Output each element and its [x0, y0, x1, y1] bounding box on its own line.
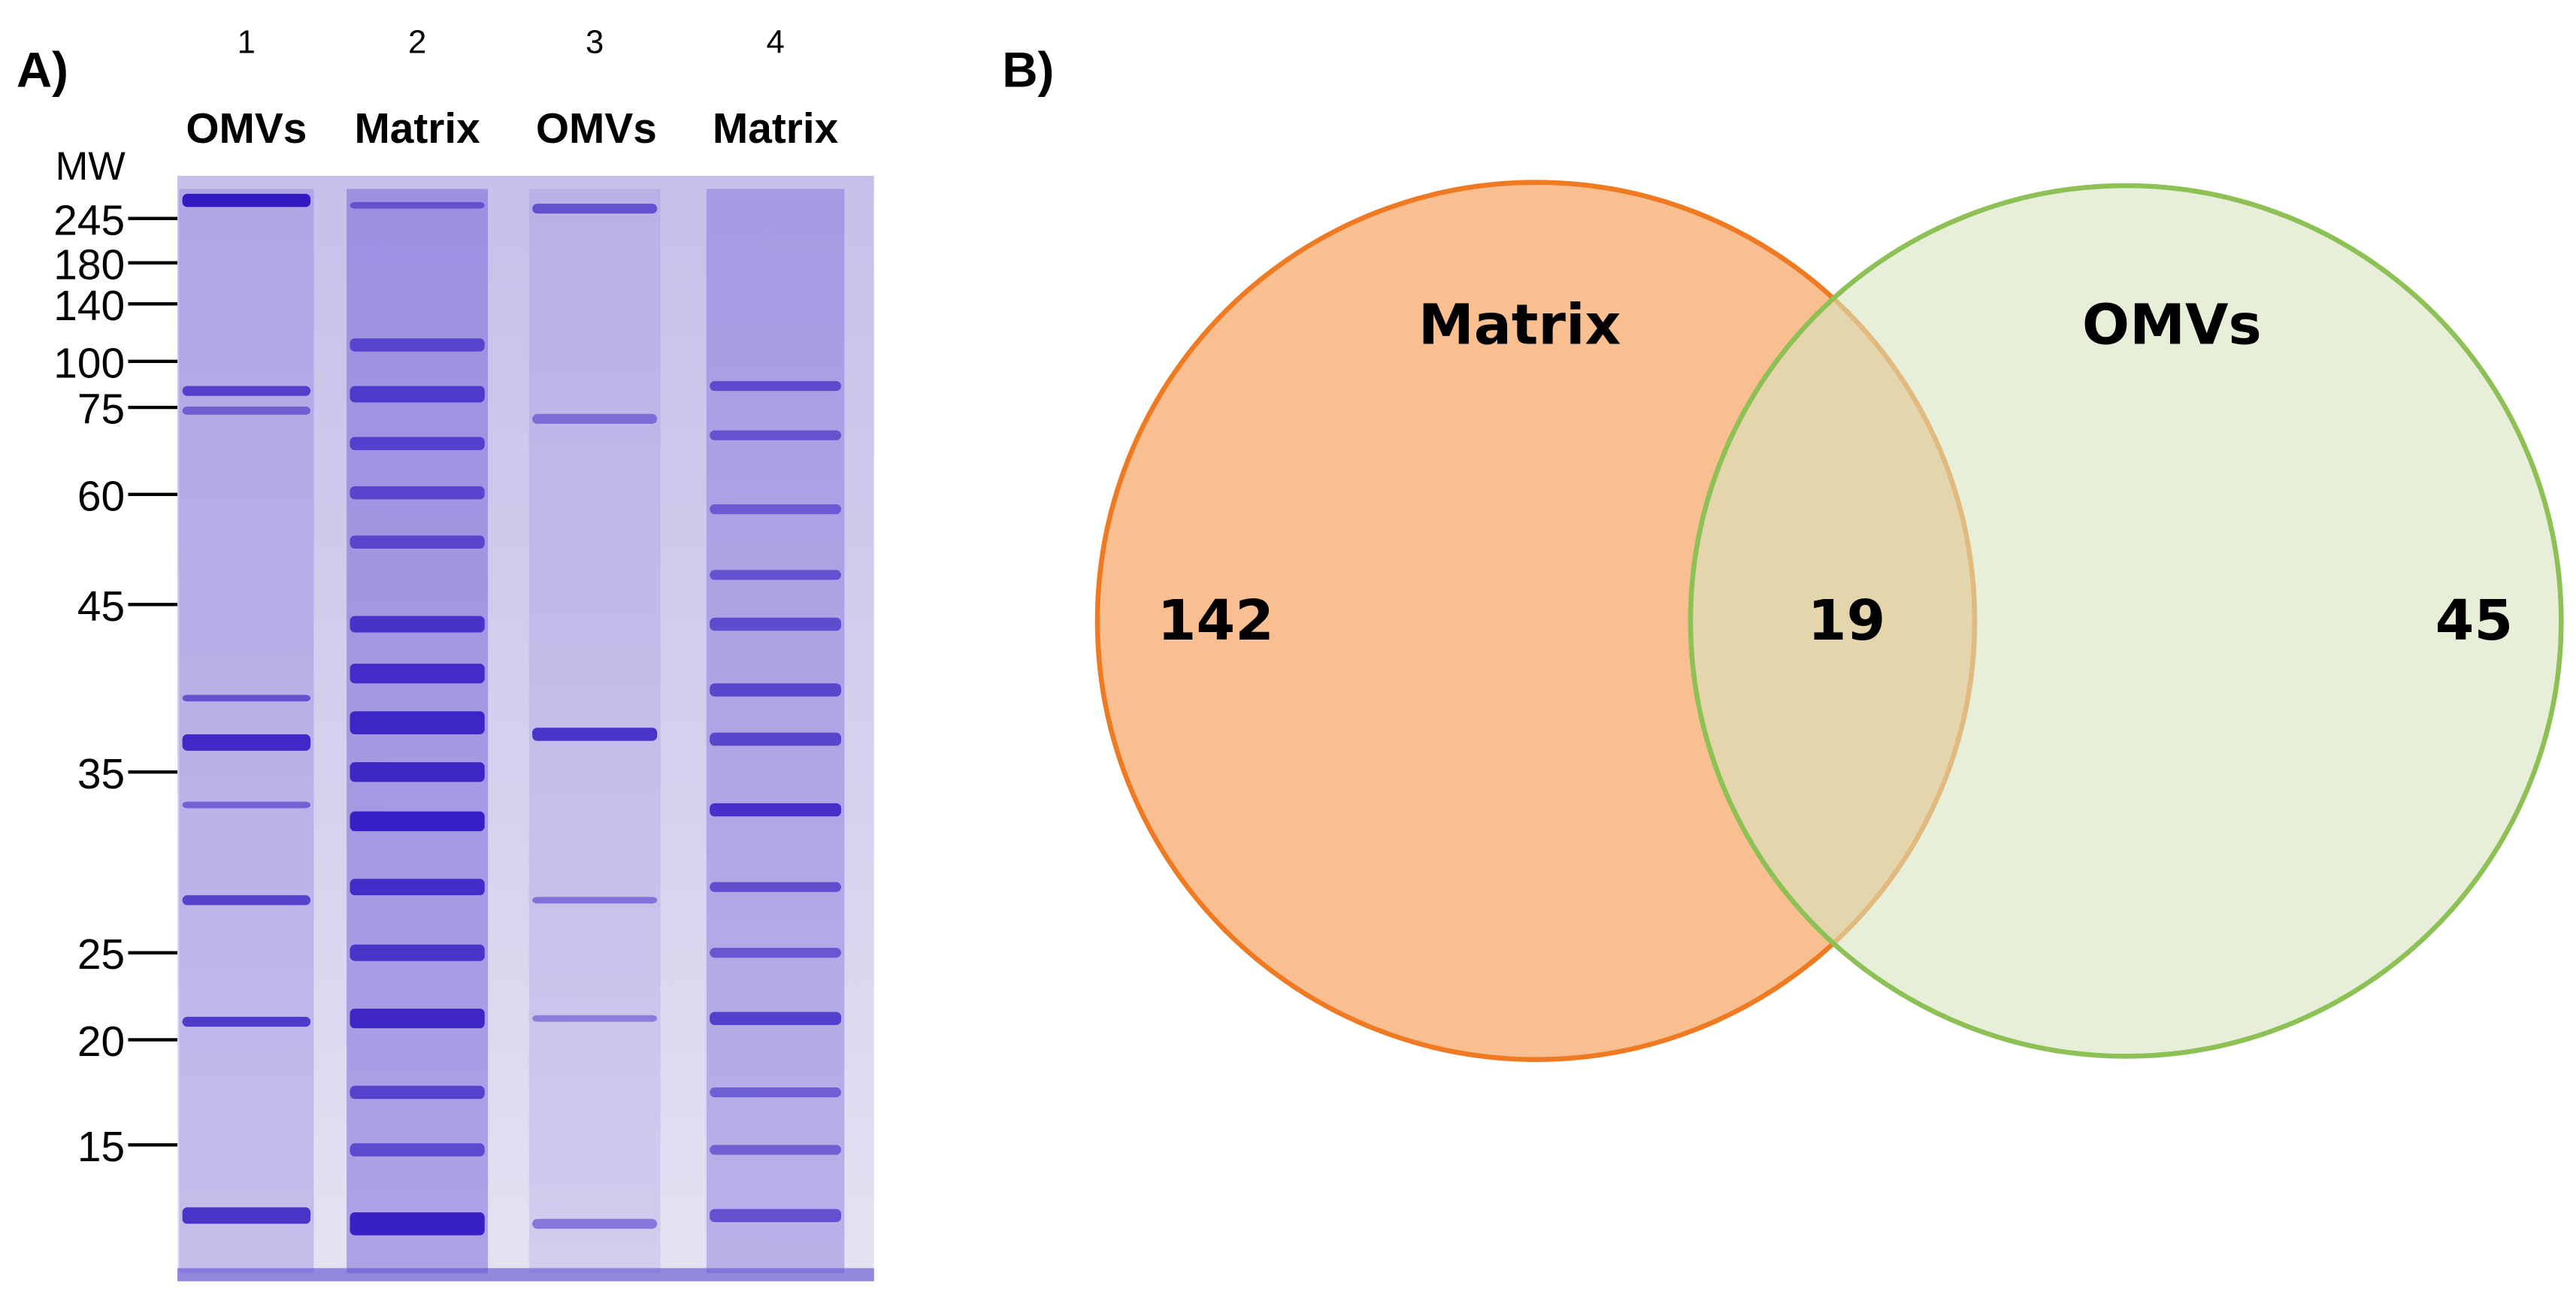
gel-band [182, 895, 311, 906]
gel-band [710, 1145, 842, 1155]
gel-band [532, 1015, 658, 1022]
marker-label: 35 [77, 751, 125, 798]
panel-label: B) [1002, 43, 1054, 98]
gel-band [710, 882, 842, 892]
gel-band [710, 381, 842, 392]
gel-band [710, 803, 842, 817]
mw-label: MW [56, 145, 126, 189]
gel-band [350, 1085, 485, 1100]
gel-band [350, 1008, 485, 1029]
gel-band [350, 1143, 485, 1157]
marker-label: 100 [53, 340, 125, 387]
gel-lane [179, 189, 314, 1273]
marker-label: 60 [77, 473, 125, 520]
gel-band [350, 711, 485, 734]
gel-band [350, 944, 485, 961]
gel-band [710, 430, 842, 440]
gel-band [350, 1212, 485, 1236]
gel-band [182, 1016, 311, 1027]
venn-circle [1688, 183, 2564, 1059]
gel-band [350, 201, 485, 209]
set-name: OMVs [2082, 292, 2262, 358]
lane-number: 4 [766, 24, 784, 61]
gel-band [350, 616, 485, 633]
panel-label: A) [17, 43, 68, 98]
lane-number: 2 [408, 24, 426, 61]
marker-label: 180 [53, 241, 125, 289]
gel-edge [177, 1268, 874, 1281]
gel-band [710, 504, 842, 515]
marker-label: 45 [77, 583, 125, 631]
gel-image [177, 175, 874, 1281]
gel-band [182, 386, 311, 396]
lane-label: OMVs [536, 105, 657, 153]
gel-band [532, 413, 658, 424]
gel-band [350, 386, 485, 403]
gel-band [532, 204, 658, 214]
gel-band [710, 1087, 842, 1097]
gel-band [532, 897, 658, 904]
gel-band [710, 732, 842, 746]
gel-band [182, 801, 311, 809]
marker-label: 15 [77, 1124, 125, 1171]
gel-band [710, 570, 842, 580]
gel-band [350, 762, 485, 782]
gel-band [350, 879, 485, 896]
gel-band [350, 535, 485, 549]
lane-label: Matrix [354, 105, 480, 153]
gel-band [350, 437, 485, 450]
intersection-count: 19 [1808, 588, 1885, 653]
gel-lane [706, 189, 845, 1273]
marker-label: 75 [77, 386, 125, 434]
gel-band [182, 406, 311, 415]
lane-label: OMVs [186, 105, 307, 153]
set-name: Matrix [1418, 292, 1621, 358]
marker-label: 20 [77, 1018, 125, 1066]
gel-band [710, 1012, 842, 1025]
gel-band [532, 1218, 658, 1229]
gel-band [710, 683, 842, 697]
gel-band [710, 1209, 842, 1223]
gel-band [710, 617, 842, 631]
lane-label: Matrix [713, 105, 839, 153]
marker-label: 140 [53, 283, 125, 330]
set-count: 142 [1158, 588, 1274, 653]
gel-band [350, 338, 485, 352]
gel-band [182, 193, 311, 207]
lane-number: 3 [586, 24, 604, 61]
lane-number: 1 [238, 24, 256, 61]
set-count: 45 [2435, 588, 2513, 653]
gel-band [182, 1207, 311, 1224]
gel-band [532, 728, 658, 741]
venn-diagram: Matrix OMVs 142 19 45 [1094, 180, 2564, 1062]
gel-band [350, 811, 485, 831]
gel-band [350, 663, 485, 684]
gel-band [350, 486, 485, 500]
gel-band [182, 734, 311, 751]
marker-label: 25 [77, 931, 125, 979]
gel-band [710, 948, 842, 958]
gel-band [182, 694, 311, 702]
marker-label: 245 [53, 197, 125, 244]
